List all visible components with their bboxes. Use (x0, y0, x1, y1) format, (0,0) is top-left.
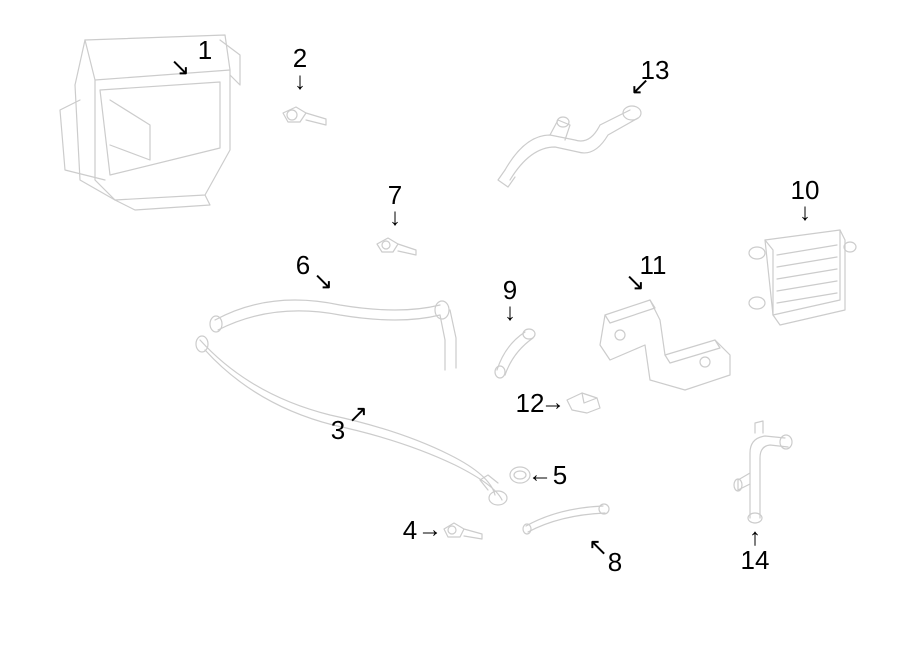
part-radiator-shroud (55, 30, 245, 225)
callout-oil-cooler-hose-pair: 6 (296, 252, 310, 278)
part-mounting-bracket (590, 290, 740, 405)
arrow-oil-cooler-hose-pair: ↘ (313, 270, 333, 294)
arrow-bolt-small: ↓ (389, 206, 401, 230)
arrow-upper-hose: ↙ (630, 75, 650, 99)
part-thermostat-tube (720, 418, 800, 533)
callout-oil-cooler-hose-long: 3 (331, 417, 345, 443)
parts-diagram: 1↘2↓3↗4→5←6↘7↓8↖9↓10↓11↘12→13↙14↑ (0, 0, 900, 661)
arrow-oil-cooler-hose-long: ↗ (348, 403, 368, 427)
callout-banjo-bolt: 4 (403, 517, 417, 543)
arrow-heat-exchanger: ↓ (799, 201, 811, 225)
part-banjo-bolt (440, 515, 485, 547)
arrow-bolt: ↓ (294, 70, 306, 94)
callout-radiator-shroud: 1 (198, 37, 212, 63)
arrow-radiator-shroud: ↘ (170, 56, 190, 80)
arrow-connector-tube: ↓ (504, 301, 516, 325)
part-clip (562, 388, 607, 418)
part-upper-hose (480, 85, 655, 195)
arrow-clip: → (541, 391, 565, 415)
part-short-hose (518, 498, 613, 538)
arrow-short-hose: ↖ (588, 536, 608, 560)
arrow-mounting-bracket: ↘ (625, 271, 645, 295)
part-bolt-small (373, 228, 418, 263)
callout-o-ring-seal: 5 (553, 462, 567, 488)
part-bolt (278, 95, 328, 135)
part-heat-exchanger (745, 225, 860, 340)
arrow-thermostat-tube: ↑ (749, 526, 761, 550)
arrow-banjo-bolt: → (418, 518, 442, 542)
arrow-o-ring-seal: ← (528, 463, 552, 487)
callout-short-hose: 8 (608, 549, 622, 575)
